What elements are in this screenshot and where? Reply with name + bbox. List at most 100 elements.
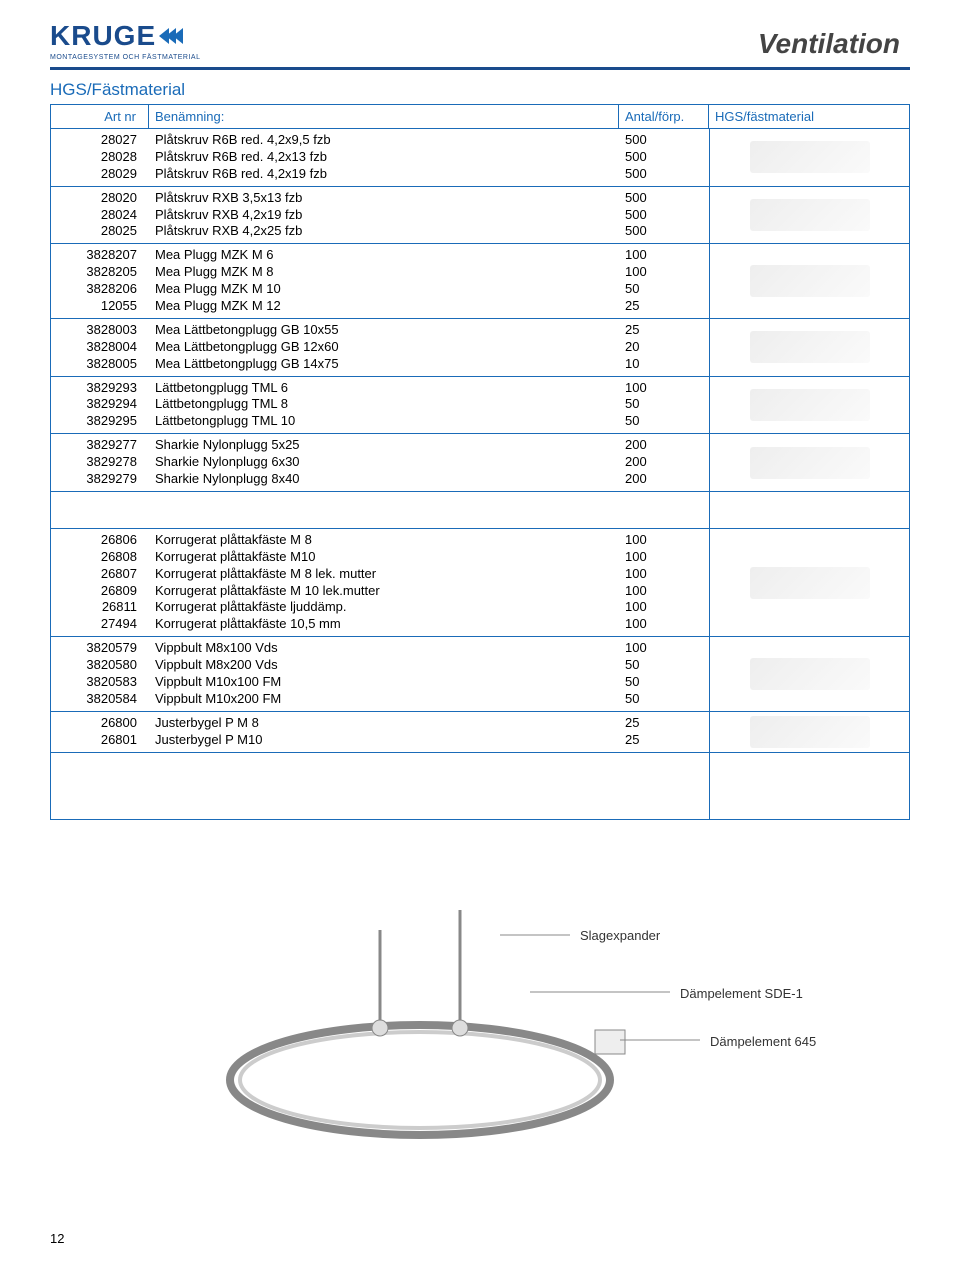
cell-qty: 20: [619, 339, 709, 356]
cell-name: Sharkie Nylonplugg 6x30: [149, 454, 619, 471]
product-table: Art nr Benämning: Antal/förp. HGS/fästma…: [50, 104, 910, 820]
table-row: 3828206Mea Plugg MZK M 1050: [51, 281, 709, 298]
cell-qty: 500: [619, 166, 709, 183]
cell-art: 3829295: [51, 413, 149, 430]
cell-art: 3820584: [51, 691, 149, 708]
logo-text: KRUGE: [50, 20, 156, 52]
group-rows: 26806Korrugerat plåttakfäste M 810026808…: [51, 529, 709, 636]
section-title: HGS/Fästmaterial: [50, 80, 910, 100]
group-rows: [51, 492, 709, 528]
group-rows: 3829293Lättbetongplugg TML 61003829294Lä…: [51, 377, 709, 434]
cell-art: 3828005: [51, 356, 149, 373]
table-row: 3828205Mea Plugg MZK M 8100: [51, 264, 709, 281]
cell-name: Plåtskruv RXB 4,2x19 fzb: [149, 207, 619, 224]
cell-qty: 25: [619, 322, 709, 339]
cell-name: Plåtskruv RXB 3,5x13 fzb: [149, 190, 619, 207]
cell-name: Justerbygel P M10: [149, 732, 619, 749]
cell-qty: 200: [619, 437, 709, 454]
cell-qty: 25: [619, 715, 709, 732]
cell-art: 3829278: [51, 454, 149, 471]
product-image-cell: [709, 377, 909, 434]
group-rows: 26800Justerbygel P M 82526801Justerbygel…: [51, 712, 709, 752]
cell-qty: 50: [619, 674, 709, 691]
cell-qty: 50: [619, 281, 709, 298]
cell-name: Mea Lättbetongplugg GB 10x55: [149, 322, 619, 339]
product-image-cell: [709, 129, 909, 186]
cell-art: 28027: [51, 132, 149, 149]
table-row: 3820584Vippbult M10x200 FM50: [51, 691, 709, 708]
cell-name: Lättbetongplugg TML 8: [149, 396, 619, 413]
cell-name: Lättbetongplugg TML 10: [149, 413, 619, 430]
cell-qty: 500: [619, 149, 709, 166]
cell-qty: 500: [619, 190, 709, 207]
product-image-cell: [709, 434, 909, 491]
table-group: 26806Korrugerat plåttakfäste M 810026808…: [51, 529, 909, 637]
cell-name: Plåtskruv R6B red. 4,2x9,5 fzb: [149, 132, 619, 149]
product-image-cell: [709, 712, 909, 752]
cell-qty: 100: [619, 599, 709, 616]
cell-name: Mea Plugg MZK M 6: [149, 247, 619, 264]
col-header-name: Benämning:: [149, 105, 619, 128]
cell-name: Korrugerat plåttakfäste 10,5 mm: [149, 616, 619, 633]
cell-art: 3820579: [51, 640, 149, 657]
cell-name: Mea Plugg MZK M 12: [149, 298, 619, 315]
table-row: 3829294Lättbetongplugg TML 850: [51, 396, 709, 413]
product-image-cell: [709, 637, 909, 711]
cell-name: Vippbult M10x200 FM: [149, 691, 619, 708]
cell-art: 28028: [51, 149, 149, 166]
product-image-cell: [709, 187, 909, 244]
cell-art: 26808: [51, 549, 149, 566]
cell-name: Plåtskruv R6B red. 4,2x13 fzb: [149, 149, 619, 166]
table-row: 3828003Mea Lättbetongplugg GB 10x5525: [51, 322, 709, 339]
table-row: 26801Justerbygel P M1025: [51, 732, 709, 749]
cell-art: 26807: [51, 566, 149, 583]
table-header: Art nr Benämning: Antal/förp. HGS/fästma…: [51, 105, 909, 129]
gap-row: [51, 495, 709, 525]
cell-qty: 100: [619, 247, 709, 264]
header-rule: [50, 67, 910, 70]
cell-qty: 100: [619, 640, 709, 657]
table-group: 3829277Sharkie Nylonplugg 5x252003829278…: [51, 434, 909, 492]
product-image-cell: [709, 319, 909, 376]
group-rows: 3828207Mea Plugg MZK M 61003828205Mea Pl…: [51, 244, 709, 318]
label-d645: Dämpelement 645: [710, 1034, 816, 1049]
cell-qty: 500: [619, 223, 709, 240]
cell-qty: 50: [619, 396, 709, 413]
table-row: 28028Plåtskruv R6B red. 4,2x13 fzb500: [51, 149, 709, 166]
table-row: 28020Plåtskruv RXB 3,5x13 fzb500: [51, 190, 709, 207]
group-rows: 28020Plåtskruv RXB 3,5x13 fzb50028024Plå…: [51, 187, 709, 244]
cell-qty: 50: [619, 657, 709, 674]
cell-qty: 100: [619, 380, 709, 397]
cell-name: Justerbygel P M 8: [149, 715, 619, 732]
cell-name: Sharkie Nylonplugg 5x25: [149, 437, 619, 454]
table-row: 3828005Mea Lättbetongplugg GB 14x7510: [51, 356, 709, 373]
group-rows: 28027Plåtskruv R6B red. 4,2x9,5 fzb50028…: [51, 129, 709, 186]
product-image-icon: [750, 331, 870, 363]
cell-name: Mea Plugg MZK M 8: [149, 264, 619, 281]
table-row: 26809Korrugerat plåttakfäste M 10 lek.mu…: [51, 583, 709, 600]
table-group: 28027Plåtskruv R6B red. 4,2x9,5 fzb50028…: [51, 129, 909, 187]
product-image-cell: [709, 753, 909, 819]
cell-qty: 10: [619, 356, 709, 373]
cell-name: Korrugerat plåttakfäste M 10 lek.mutter: [149, 583, 619, 600]
cell-qty: 200: [619, 454, 709, 471]
cell-art: 26800: [51, 715, 149, 732]
cell-art: 3828207: [51, 247, 149, 264]
cell-art: 28029: [51, 166, 149, 183]
gap-row: [51, 786, 709, 816]
product-image-cell: [709, 244, 909, 318]
table-group: 3829293Lättbetongplugg TML 61003829294Lä…: [51, 377, 909, 435]
table-row: 12055Mea Plugg MZK M 1225: [51, 298, 709, 315]
cell-name: Mea Lättbetongplugg GB 14x75: [149, 356, 619, 373]
cell-qty: 100: [619, 264, 709, 281]
product-image-icon: [750, 389, 870, 421]
label-sde1: Dämpelement SDE-1: [680, 986, 803, 1001]
cell-name: Sharkie Nylonplugg 8x40: [149, 471, 619, 488]
table-group: 3820579Vippbult M8x100 Vds1003820580Vipp…: [51, 637, 909, 712]
table-row: 3829278Sharkie Nylonplugg 6x30200: [51, 454, 709, 471]
cell-qty: 100: [619, 532, 709, 549]
col-header-img: HGS/fästmaterial: [709, 105, 909, 128]
product-image-cell: [709, 492, 909, 528]
table-group: [51, 492, 909, 529]
cell-name: Korrugerat plåttakfäste M10: [149, 549, 619, 566]
